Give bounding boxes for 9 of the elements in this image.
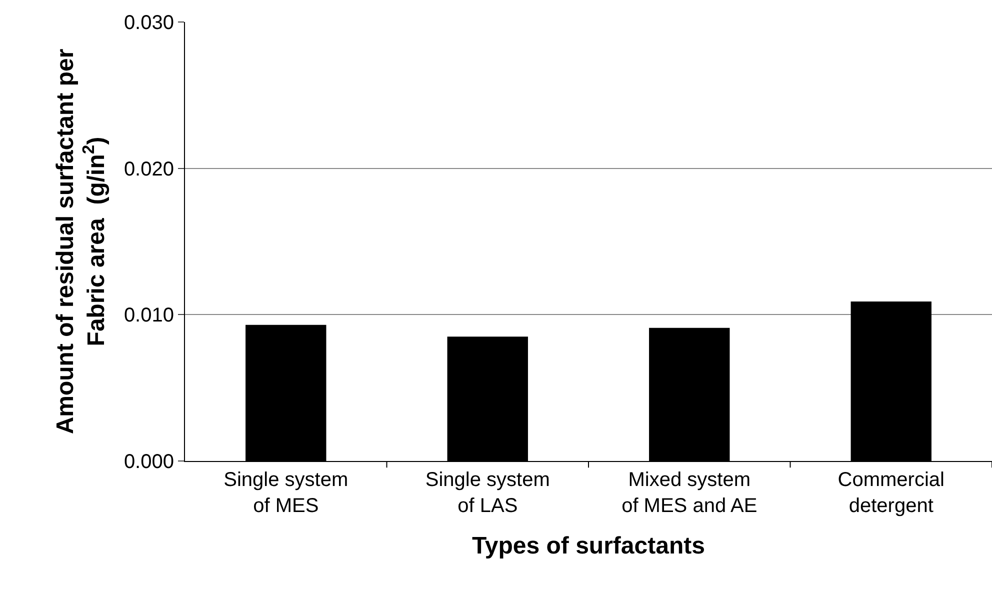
y-tick-label: 0.000 xyxy=(124,451,174,473)
y-tick-label: 0.020 xyxy=(124,158,174,180)
x-tick-label: Single system of LAS xyxy=(425,469,550,517)
x-tick-label: Single system of MES xyxy=(224,469,348,517)
y-tick-label: 0.010 xyxy=(124,304,174,327)
x-tick-label: Commercial detergent xyxy=(838,469,944,517)
x-axis-title: Types of surfactants xyxy=(472,532,705,560)
y-tick-label: 0.030 xyxy=(124,12,174,34)
x-tick-label: Mixed system of MES and AE xyxy=(622,469,758,517)
